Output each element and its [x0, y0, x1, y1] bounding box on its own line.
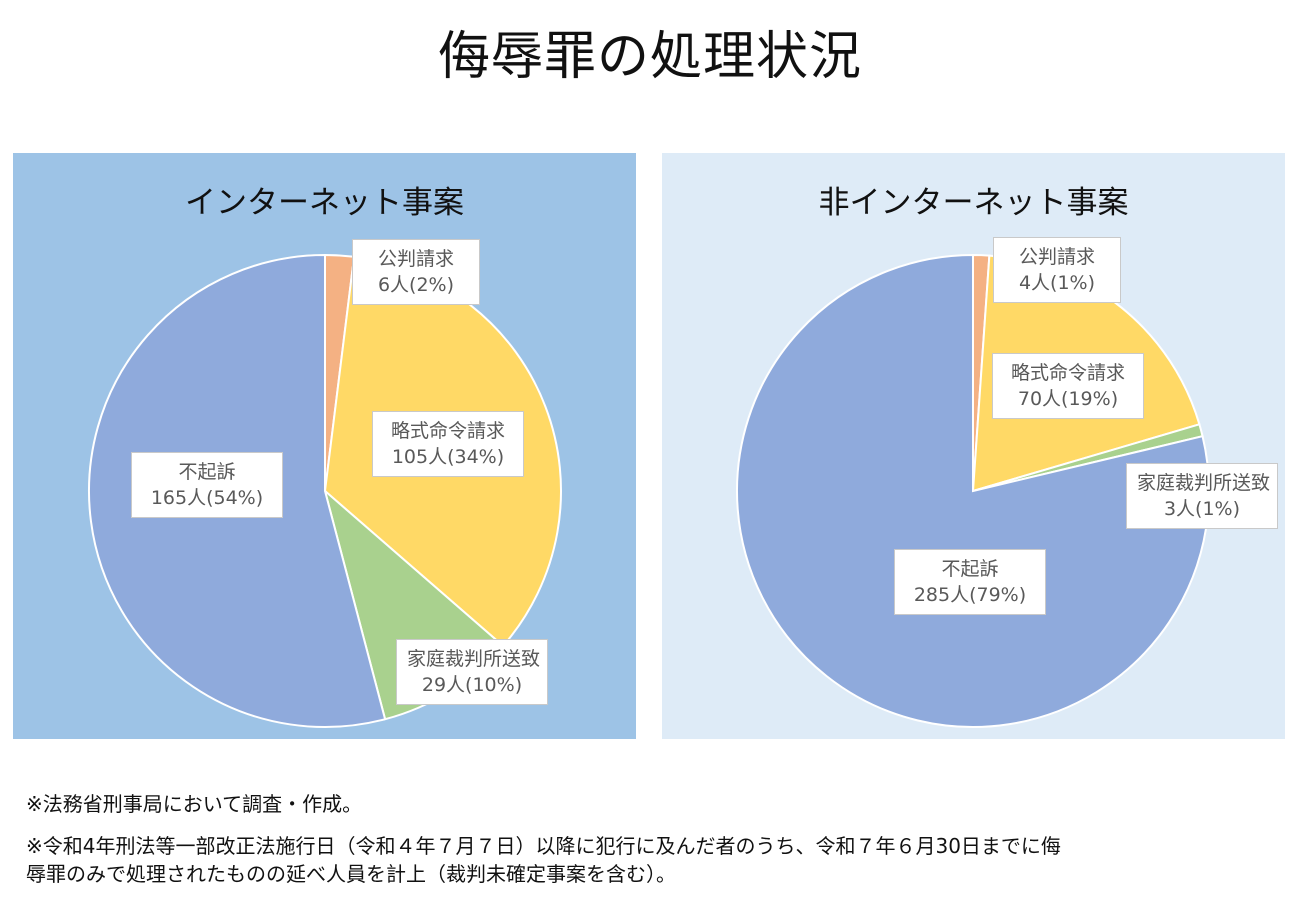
- data-label-family-court: 家庭裁判所送致 3人(1%): [1126, 463, 1278, 529]
- data-label-non-prosecution: 不起訴 285人(79%): [894, 549, 1046, 615]
- chart-title-non-internet: 非インターネット事案: [818, 185, 1129, 221]
- slice-value-text: 3人(1%): [1163, 498, 1241, 520]
- footnote-scope-line-1: ※令和4年刑法等一部改正法施行日（令和４年７月７日）以降に犯行に及んだ者のうち、…: [26, 834, 1061, 858]
- data-label-summary-order: 略式命令請求 105人(34%): [372, 411, 524, 477]
- slice-value-text: 105人(34%): [391, 446, 505, 468]
- slice-label-text: 家庭裁判所送致: [407, 648, 541, 670]
- slice-label-text: 家庭裁判所送致: [1137, 472, 1271, 494]
- page-title: 侮辱罪の処理状況: [437, 27, 862, 87]
- data-label-non-prosecution: 不起訴 165人(54%): [131, 452, 283, 518]
- data-label-public-trial: 公判請求 4人(1%): [993, 237, 1121, 303]
- slice-label-text: 不起訴: [941, 558, 999, 580]
- slice-label-text: 不起訴: [178, 461, 236, 483]
- slice-non-prosecution: [736, 253, 1210, 728]
- slice-label-text: 公判請求: [1018, 246, 1095, 268]
- slice-value-text: 29人(10%): [421, 674, 523, 696]
- data-label-family-court: 家庭裁判所送致 29人(10%): [396, 639, 548, 705]
- slice-label-text: 略式命令請求: [1010, 362, 1125, 384]
- slice-value-text: 4人(1%): [1018, 272, 1096, 294]
- slice-value-text: 70人(19%): [1017, 388, 1119, 410]
- footnote-scope-line-2: 辱罪のみで処理されたものの延べ人員を計上（裁判未確定事案を含む）。: [26, 862, 676, 886]
- slice-label-text: 略式命令請求: [390, 420, 505, 442]
- footnote-source: ※法務省刑事局において調査・作成。: [26, 792, 363, 816]
- chart-panel-internet: インターネット事案 公判請求 6人(2%) 略式命令請求 105人(34%) 家…: [13, 153, 636, 739]
- slice-value-text: 165人(54%): [150, 487, 264, 509]
- data-label-summary-order: 略式命令請求 70人(19%): [992, 353, 1144, 419]
- data-label-public-trial: 公判請求 6人(2%): [352, 239, 480, 305]
- pie-chart-non-internet: [736, 253, 1210, 728]
- chart-title-internet: インターネット事案: [185, 185, 464, 221]
- chart-panel-non-internet: 非インターネット事案 公判請求 4人(1%) 略式命令請求 70人(19%) 家…: [662, 153, 1285, 739]
- slice-value-text: 285人(79%): [913, 584, 1027, 606]
- slice-label-text: 公判請求: [377, 248, 454, 270]
- slice-value-text: 6人(2%): [377, 274, 455, 296]
